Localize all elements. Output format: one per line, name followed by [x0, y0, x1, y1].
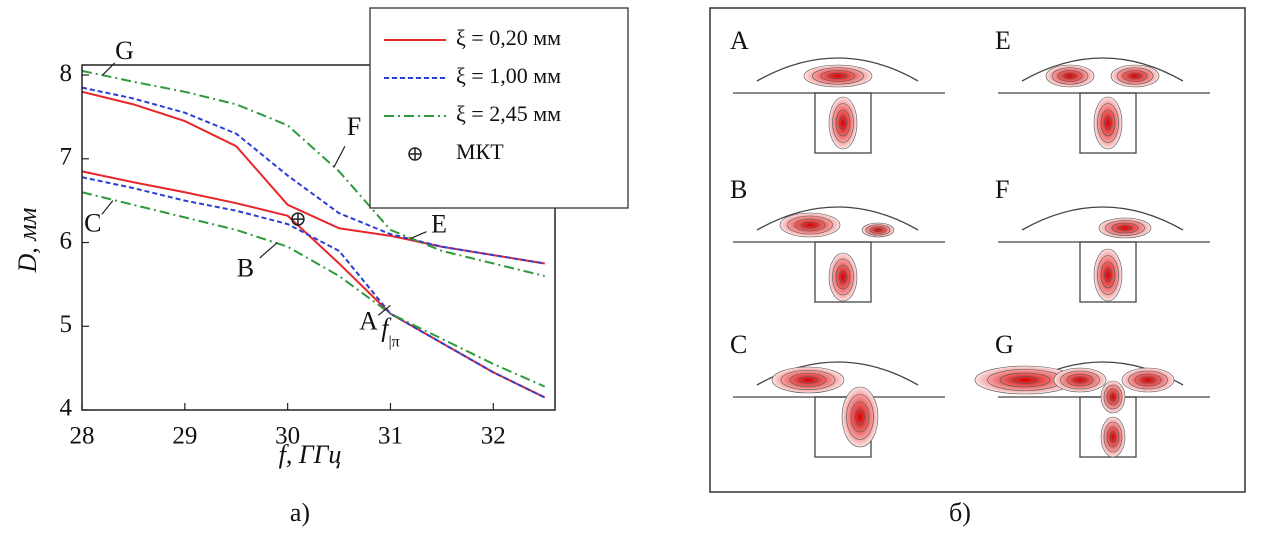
field-contour [1101, 381, 1125, 413]
annotation-text: A [359, 306, 378, 335]
mkt-marker [292, 213, 304, 225]
leader-line [260, 243, 278, 258]
field-contour [772, 367, 844, 393]
curve [82, 177, 545, 397]
annotation-text: E [431, 209, 447, 238]
mode-cell: E [995, 26, 1210, 153]
mode-label: C [730, 330, 747, 359]
page: а) б) f, ГГц D, мм 282930313245678ABCEFG… [0, 0, 1262, 534]
y-tick-label: 8 [60, 60, 73, 87]
annotation-text: F [347, 112, 361, 141]
curve [82, 192, 545, 386]
annotation: f|π [381, 313, 400, 350]
annotation: C [84, 209, 101, 238]
mode-cell: A [730, 26, 945, 153]
field-contour [1094, 249, 1122, 301]
caption-b: б) [949, 498, 971, 527]
mode-label: E [995, 26, 1011, 55]
mode-label: A [730, 26, 749, 55]
leader-line [334, 146, 345, 167]
legend: ξ = 0,20 мм ξ = 1,00 мм ξ = 2,45 мм МКТ [370, 8, 628, 208]
legend-label: ξ = 0,20 мм [456, 25, 561, 50]
field-contour [842, 387, 878, 447]
leader-line [411, 232, 426, 239]
annotation-sub: |π [388, 333, 399, 350]
field-contour [780, 213, 840, 237]
mode-label: G [995, 330, 1014, 359]
x-tick-label: 28 [70, 423, 95, 450]
annotation: B [237, 253, 254, 282]
mode-label: F [995, 175, 1009, 204]
x-tick-label: 31 [378, 423, 403, 450]
field-contour [829, 253, 857, 301]
annotation-text: B [237, 253, 254, 282]
mode-cell: C [730, 330, 945, 457]
y-tick-label: 6 [60, 227, 73, 254]
field-contour [1054, 368, 1106, 392]
field-contour [1101, 417, 1125, 457]
leader-line [102, 201, 113, 215]
legend-label: МКТ [456, 139, 504, 164]
legend-label: ξ = 1,00 мм [456, 63, 561, 88]
y-tick-label: 5 [60, 311, 73, 338]
annotation-text: C [84, 209, 101, 238]
annotation: G [115, 36, 134, 65]
field-contour [1046, 65, 1094, 87]
annotation: F [347, 112, 361, 141]
field-contour [1099, 218, 1151, 238]
x-tick-label: 30 [275, 423, 300, 450]
caption-a: а) [290, 498, 310, 527]
mode-cell: B [730, 175, 945, 302]
field-contour [1094, 97, 1122, 149]
y-tick-label: 4 [60, 395, 73, 422]
mode-cell: G [975, 330, 1210, 457]
field-contour [829, 97, 857, 149]
figure: а) б) f, ГГц D, мм 282930313245678ABCEFG… [0, 0, 1262, 534]
annotation-text: G [115, 36, 134, 65]
y-axis-label: D, мм [13, 208, 42, 274]
mode-cell: F [995, 175, 1210, 302]
field-contour [804, 65, 872, 87]
legend-label: ξ = 2,45 мм [456, 101, 561, 126]
panel-b-frame [710, 8, 1245, 492]
mode-label: B [730, 175, 747, 204]
field-contour [862, 223, 894, 237]
x-tick-label: 29 [172, 423, 197, 450]
annotation: E [431, 209, 447, 238]
x-tick-label: 32 [481, 423, 506, 450]
field-contour [1122, 368, 1174, 392]
y-tick-label: 7 [60, 144, 73, 171]
annotation: A [359, 306, 378, 335]
field-contour [1111, 65, 1159, 87]
